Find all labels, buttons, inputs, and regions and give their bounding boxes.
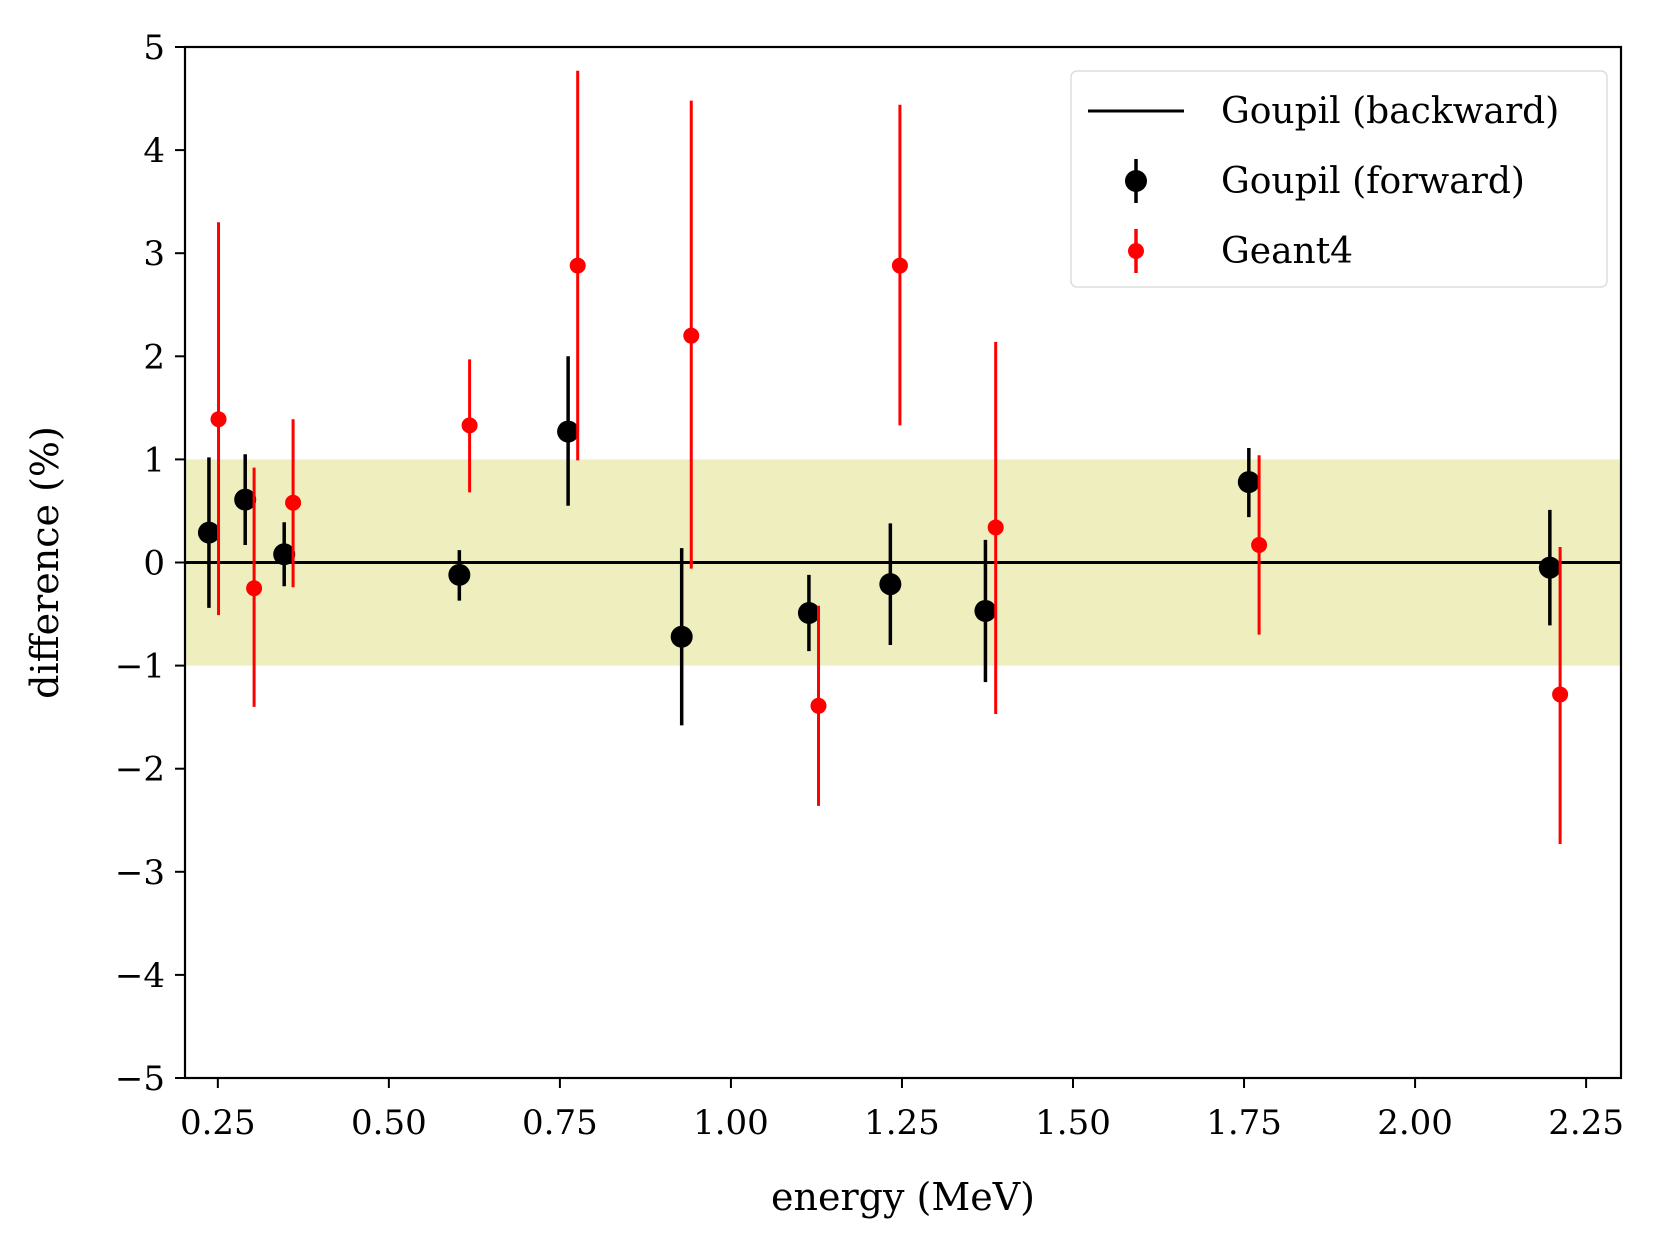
x-tick-label: 1.25 bbox=[864, 1103, 940, 1143]
data-point bbox=[1538, 556, 1561, 579]
y-tick-label: 3 bbox=[143, 234, 165, 274]
y-axis-label: difference (%) bbox=[23, 426, 67, 699]
data-point bbox=[810, 697, 827, 714]
y-tick-label: −2 bbox=[115, 750, 165, 790]
data-point bbox=[670, 625, 693, 648]
y-tick-label: −1 bbox=[115, 647, 165, 687]
y-tick-label: 5 bbox=[143, 28, 165, 68]
legend-box bbox=[1070, 70, 1608, 288]
data-point bbox=[974, 599, 997, 622]
legend-marker-icon bbox=[1125, 170, 1147, 192]
x-tick-label: 0.25 bbox=[180, 1103, 256, 1143]
data-point bbox=[234, 488, 257, 511]
data-point bbox=[197, 521, 220, 544]
y-tick-label: 2 bbox=[143, 337, 165, 377]
x-tick-label: 1.75 bbox=[1206, 1103, 1282, 1143]
x-axis-label: energy (MeV) bbox=[771, 1175, 1035, 1219]
legend: Goupil (backward) Goupil (forward) Geant4 bbox=[1070, 70, 1608, 288]
series-layer bbox=[197, 70, 1569, 844]
legend-item: Goupil (backward) bbox=[1088, 91, 1559, 132]
data-point bbox=[1237, 471, 1260, 494]
y-tick-label: −3 bbox=[115, 853, 165, 893]
x-tick-label: 2.00 bbox=[1377, 1103, 1453, 1143]
y-tick-label: 4 bbox=[143, 131, 165, 171]
data-point bbox=[797, 602, 820, 625]
legend-item: Goupil (forward) bbox=[1125, 159, 1525, 203]
data-point bbox=[987, 519, 1004, 536]
legend-label: Geant4 bbox=[1221, 231, 1353, 272]
x-tick-label: 2.25 bbox=[1548, 1103, 1624, 1143]
y-tick-label: 0 bbox=[143, 544, 165, 584]
data-point bbox=[273, 543, 296, 566]
y-tick-label: 1 bbox=[143, 440, 165, 480]
x-tick-label: 0.75 bbox=[522, 1103, 598, 1143]
data-point bbox=[246, 580, 263, 597]
x-tick-label: 0.50 bbox=[351, 1103, 427, 1143]
x-tick-label: 1.50 bbox=[1035, 1103, 1111, 1143]
data-point bbox=[1552, 686, 1569, 703]
data-point bbox=[448, 563, 471, 586]
legend-item: Geant4 bbox=[1128, 229, 1353, 273]
series-geant4 bbox=[210, 70, 1569, 844]
x-axis: 0.25 0.50 0.75 1.00 1.25 1.50 1.75 2.00 2.25 bbox=[180, 1078, 1624, 1143]
legend-marker-icon bbox=[1128, 243, 1144, 259]
series-goupil-forward bbox=[197, 356, 1561, 726]
x-tick-label: 1.00 bbox=[693, 1103, 769, 1143]
data-point bbox=[557, 420, 580, 443]
data-point bbox=[891, 257, 908, 274]
data-point bbox=[683, 327, 700, 344]
legend-label: Goupil (forward) bbox=[1221, 161, 1525, 202]
data-point bbox=[569, 257, 586, 274]
data-point bbox=[210, 411, 227, 428]
y-axis: −5 −4 −3 −2 −1 0 1 2 3 4 5 bbox=[115, 28, 185, 1099]
data-point bbox=[285, 494, 302, 511]
data-point bbox=[1251, 536, 1268, 553]
data-point bbox=[879, 573, 902, 596]
data-point bbox=[461, 417, 478, 434]
y-tick-label: −4 bbox=[115, 956, 165, 996]
y-tick-label: −5 bbox=[115, 1059, 165, 1099]
legend-label: Goupil (backward) bbox=[1221, 91, 1559, 132]
